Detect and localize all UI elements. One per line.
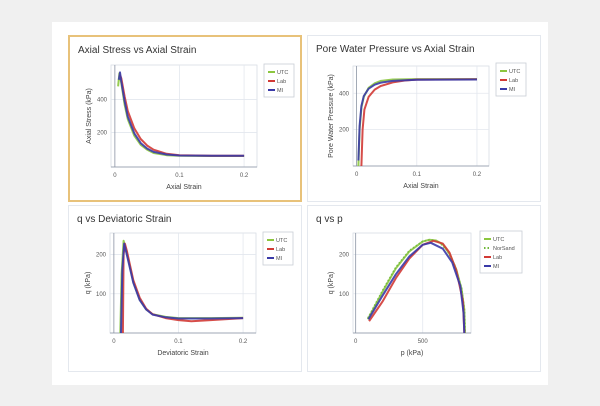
chart-svg: 0 0.1 0.2 200 400 Axial Strain Axial Stress (k… [86,63,295,191]
legend-label: MI [493,264,500,270]
series-line-mi [120,242,244,334]
chart-panel-axial-stress[interactable]: Axial Stress vs Axial Strain 0 0.1 0.2 200 4… [68,35,302,202]
legend-label: Lab [276,247,285,253]
y-tick-label: 400 [97,98,108,104]
legend-label: UTC [276,238,287,244]
x-tick-label: 0.2 [239,339,248,345]
x-axis-label: p (kPa) [401,350,424,357]
y-tick-label: 200 [96,253,107,259]
plot-area [352,65,490,167]
legend-label: Lab [509,78,518,84]
y-tick-label: 100 [339,292,350,298]
legend-label: NorSand [493,246,515,252]
legend-label: MI [277,88,284,94]
x-axis-label: Axial Strain [166,184,202,191]
y-tick-label: 200 [97,130,108,136]
y-axis-label: q (kPa) [328,272,335,295]
chart-panel-pore-water-pressure[interactable]: Pore Water Pressure vs Axial Strain 0 0.1… [307,35,541,202]
legend-label: UTC [493,237,504,243]
chart-title: Axial Stress vs Axial Strain [78,45,197,56]
chart-title: q vs Deviatoric Strain [77,214,172,225]
legend-label: Lab [277,79,286,85]
x-tick-label: 0 [112,339,116,345]
legend: UTC Lab MI [263,63,295,98]
legend-label: UTC [509,69,520,75]
legend-label: MI [509,87,516,93]
series-line-mi [367,241,466,334]
legend: UTC NorSand Lab MI [479,230,523,274]
y-tick-label: 100 [96,292,107,298]
legend: UTC Lab MI [262,231,294,266]
legend: UTC Lab MI [495,62,527,97]
x-axis-label: Axial Strain [403,183,439,190]
x-tick-label: 0 [355,172,359,178]
x-tick-label: 0.2 [473,172,482,178]
legend-label: MI [276,256,283,262]
x-tick-label: 0.1 [175,173,184,179]
y-axis-label: Pore Water Pressure (kPa) [328,74,335,158]
chart-title: q vs p [316,214,343,225]
chart-panel-q-vs-p[interactable]: q vs p 0 500 100 200 p (kPa) q (kPa) UTC NorSan… [307,205,541,372]
chart-svg: 0 0.1 0.2 100 200 Deviatoric Strain q (kPa) UTC… [85,231,294,357]
chart-svg: 0 500 100 200 p (kPa) q (kPa) UTC NorSand Lab MI [328,230,523,357]
x-tick-label: 0 [354,339,358,345]
x-tick-label: 0 [113,173,117,179]
y-tick-label: 400 [339,91,350,97]
legend-label: UTC [277,70,288,76]
y-tick-label: 200 [339,128,350,134]
x-tick-label: 0.1 [174,339,183,345]
series-line-norsand [367,238,466,334]
x-tick-label: 0.2 [240,173,249,179]
y-axis-label: Axial Stress (kPa) [86,88,93,144]
legend-label: Lab [493,255,502,261]
series-line-mi [117,71,245,157]
chart-title: Pore Water Pressure vs Axial Strain [316,44,475,55]
plot-area [110,64,258,168]
y-tick-label: 200 [339,253,350,259]
chart-svg: 0 0.1 0.2 200 400 Axial Strain Pore Water Pres… [328,62,527,190]
x-tick-label: 500 [418,339,429,345]
y-axis-label: q (kPa) [85,272,92,295]
series-line-mi [357,78,478,161]
x-tick-label: 0.1 [413,172,422,178]
x-axis-label: Deviatoric Strain [157,350,208,357]
chart-panel-q-vs-deviatoric-strain[interactable]: q vs Deviatoric Strain 0 0.1 0.2 100 200 Devi… [68,205,302,372]
